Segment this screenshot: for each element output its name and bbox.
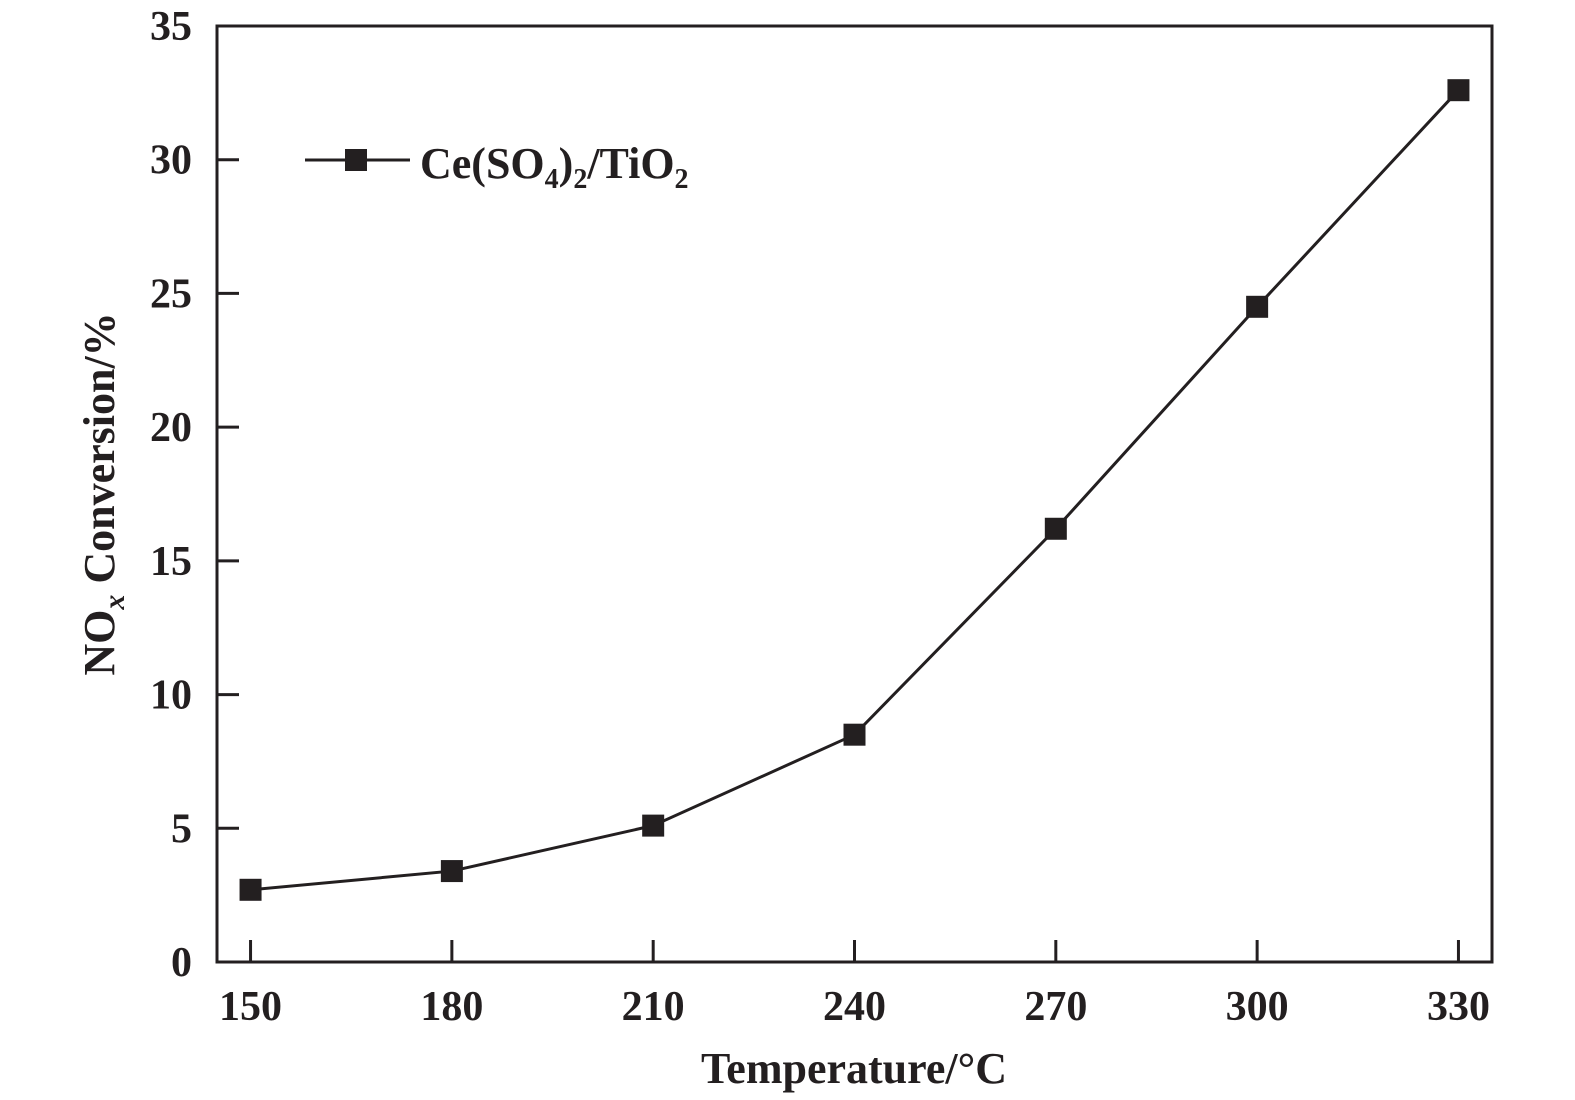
y-tick-label-20: 20 [150, 405, 192, 451]
axis-ticks: 150 180 210 240 270 300 330 0 5 10 15 20 25 30 35 [150, 4, 1490, 1030]
x-tick-label-180: 180 [420, 984, 483, 1030]
legend: Ce(SO4)2/TiO2 [305, 139, 689, 195]
y-tick-label-30: 30 [150, 138, 192, 184]
legend-label: Ce(SO4)2/TiO2 [420, 139, 689, 195]
y-tick-label-5: 5 [171, 806, 192, 852]
series-group [239, 79, 1470, 901]
x-tick-label-300: 300 [1226, 984, 1289, 1030]
x-tick-label-240: 240 [823, 984, 886, 1030]
y-tick-label-35: 35 [150, 4, 192, 50]
x-tick-label-210: 210 [622, 984, 685, 1030]
y-axis-title: NOx Conversion/% [75, 312, 131, 675]
data-point-330 [1447, 79, 1470, 102]
data-point-210 [642, 814, 665, 837]
data-point-300 [1246, 295, 1269, 318]
x-tick-label-330: 330 [1427, 984, 1490, 1030]
series-line-0 [250, 89, 1460, 892]
data-point-240 [843, 723, 866, 746]
data-point-150 [239, 878, 262, 901]
data-point-270 [1044, 517, 1067, 540]
y-tick-label-0: 0 [171, 940, 192, 986]
y-tick-label-15: 15 [150, 539, 192, 585]
x-tick-label-150: 150 [219, 984, 282, 1030]
legend-marker [345, 149, 367, 171]
plot-frame [215, 24, 1494, 964]
y-tick-label-25: 25 [150, 271, 192, 317]
x-axis-title: Temperature/°C [701, 1044, 1007, 1093]
x-tick-label-270: 270 [1024, 984, 1087, 1030]
y-tick-label-10: 10 [150, 673, 192, 719]
data-point-180 [440, 860, 463, 883]
